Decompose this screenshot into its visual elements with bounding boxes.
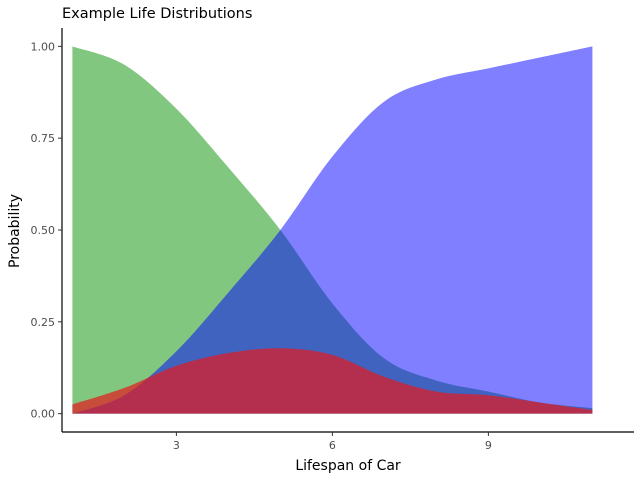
y-tick-label: 0.50 — [31, 224, 56, 237]
chart-title: Example Life Distributions — [62, 6, 252, 22]
area-series-2 — [72, 46, 593, 414]
x-tick-label: 9 — [485, 439, 492, 452]
x-axis-ticks: 3 6 9 — [173, 432, 492, 452]
y-axis-ticks: 0.00 0.25 0.50 0.75 1.00 — [31, 40, 62, 421]
x-tick-label: 6 — [329, 439, 336, 452]
y-axis-title: Probability — [7, 194, 23, 268]
y-tick-label: 0.75 — [31, 132, 56, 145]
area-series-group — [72, 46, 593, 414]
y-tick-label: 1.00 — [31, 40, 56, 53]
area-series-3 — [72, 348, 593, 414]
x-tick-label: 3 — [173, 439, 180, 452]
area-series-1 — [72, 46, 593, 414]
y-tick-label: 0.00 — [31, 408, 56, 421]
y-tick-label: 0.25 — [31, 316, 56, 329]
x-axis-title: Lifespan of Car — [295, 458, 401, 474]
